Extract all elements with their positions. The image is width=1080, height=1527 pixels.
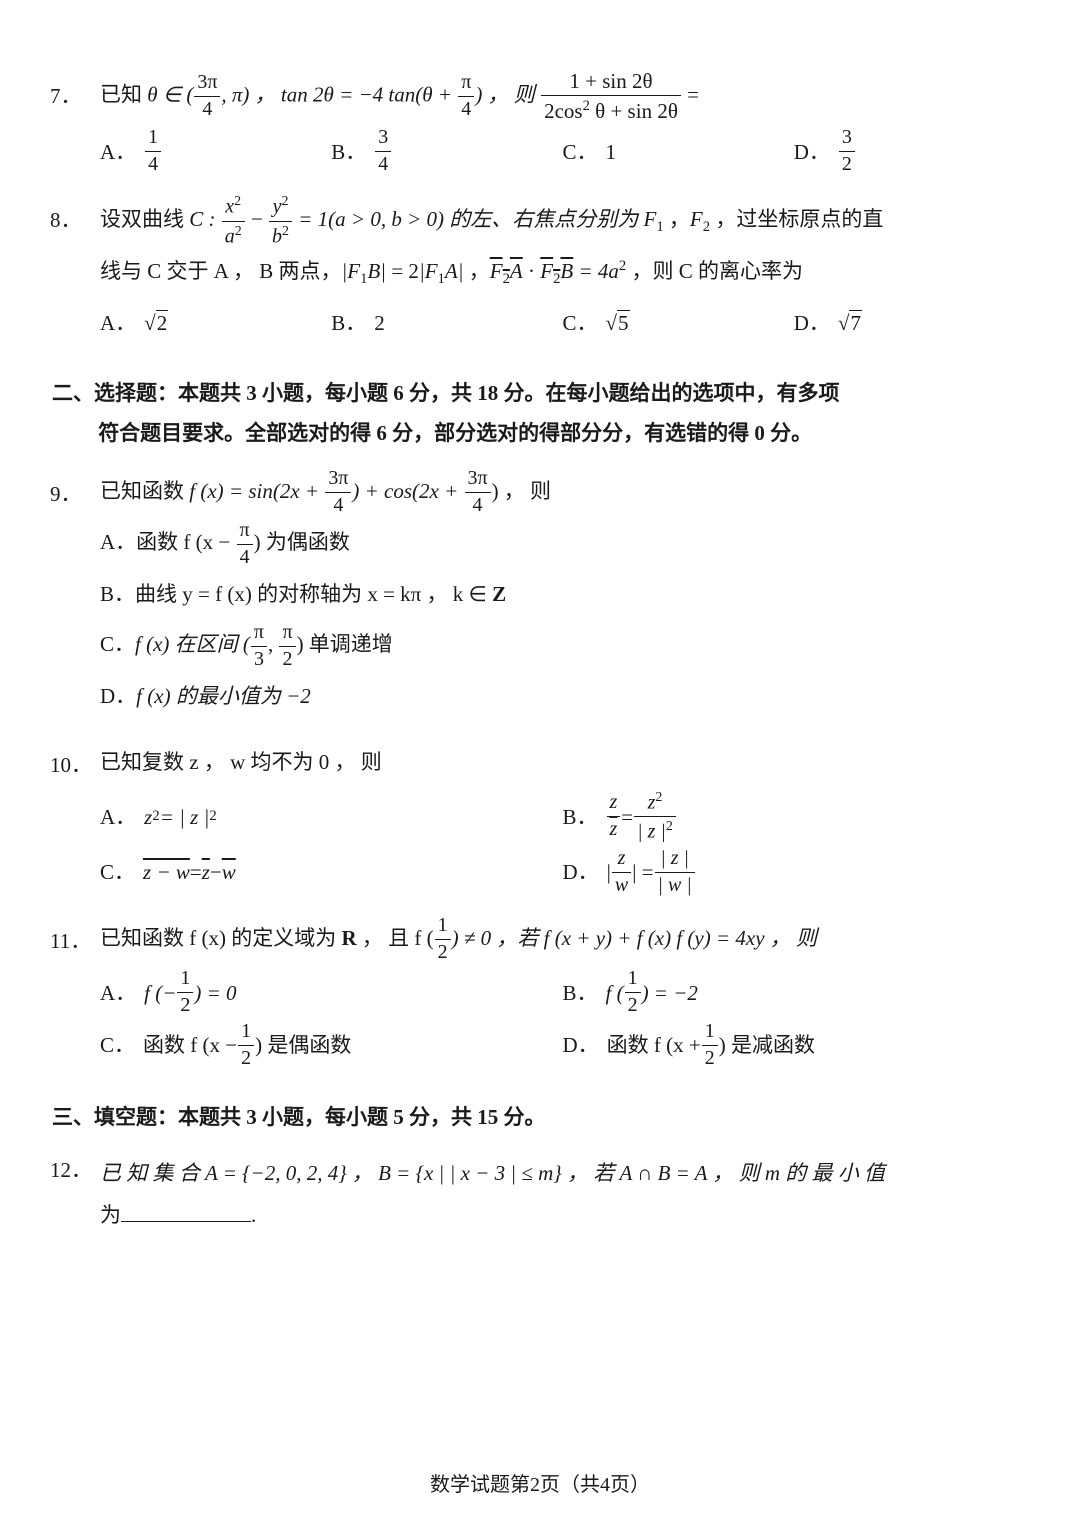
question-number: 12． bbox=[50, 1152, 100, 1184]
choices-row1: A．z2 = | z |2 B．zz = z2| z |2 bbox=[100, 790, 1025, 844]
question-stem: 已 知 集 合 A = {−2, 0, 2, 4} ， B = {x | | x… bbox=[100, 1152, 1025, 1194]
question-stem-line2: 线与 C 交于 A ， B 两点，|F1B| = 2|F1A| ，F2A · F… bbox=[100, 248, 1025, 296]
question-12: 12． 已 知 集 合 A = {−2, 0, 2, 4} ， B = {x |… bbox=[50, 1152, 1025, 1236]
choice-b: B．f (12) = −2 bbox=[563, 968, 1026, 1017]
choices-row1: A．f (−12) = 0 B．f (12) = −2 bbox=[100, 968, 1025, 1017]
choice-b: B．2 bbox=[331, 300, 562, 346]
fill-blank bbox=[121, 1201, 251, 1222]
choice-c: C．函数 f (x − 12) 是偶函数 bbox=[100, 1021, 563, 1070]
choice-c: C．1 bbox=[563, 127, 794, 176]
question-stem: 已知函数 f (x) = sin(2x + 3π4) + cos(2x + 3π… bbox=[100, 468, 1025, 518]
choices-row2: C．z − w = z − w D．| zw | = | z || w | bbox=[100, 848, 1025, 897]
question-number: 10． bbox=[50, 739, 100, 779]
choice-c: C．z − w = z − w bbox=[100, 848, 563, 897]
question-8: 8． 设双曲线 C : x2a2 − y2b2 = 1(a > 0, b > 0… bbox=[50, 194, 1025, 346]
question-number: 9． bbox=[50, 468, 100, 508]
choice-a: A．14 bbox=[100, 127, 331, 176]
choice-c: C．5 bbox=[563, 300, 794, 346]
section-3-heading: 三、填空题：本题共 3 小题，每小题 5 分，共 15 分。 bbox=[50, 1098, 1025, 1138]
choice-b: B．34 bbox=[331, 127, 562, 176]
choice-a: A．f (−12) = 0 bbox=[100, 968, 563, 1017]
section-2-heading: 二、选择题：本题共 3 小题，每小题 6 分，共 18 分。在每小题给出的选项中… bbox=[50, 374, 1025, 454]
choice-d: D．| zw | = | z || w | bbox=[563, 848, 1026, 897]
choice-d: D．f (x) 的最小值为 −2 bbox=[100, 671, 1025, 721]
choice-d: D．7 bbox=[794, 300, 1025, 346]
choices-row2: C．函数 f (x − 12) 是偶函数 D．函数 f (x + 12) 是减函… bbox=[100, 1021, 1025, 1070]
choice-b: B．zz = z2| z |2 bbox=[563, 790, 1026, 844]
question-number: 7． bbox=[50, 70, 100, 110]
choice-d: D．32 bbox=[794, 127, 1025, 176]
question-stem-line2: 为. bbox=[100, 1194, 1025, 1236]
choice-b: B．曲线 y = f (x) 的对称轴为 x = kπ ， k ∈ Z bbox=[100, 569, 1025, 619]
question-stem: 设双曲线 C : x2a2 − y2b2 = 1(a > 0, b > 0) 的… bbox=[100, 194, 1025, 248]
choice-a: A．2 bbox=[100, 300, 331, 346]
question-10: 10． 已知复数 z ， w 均不为 0 ， 则 A．z2 = | z |2 B… bbox=[50, 739, 1025, 896]
question-number: 11． bbox=[50, 915, 100, 955]
page-footer: 数学试题第2页（共4页） bbox=[0, 1468, 1080, 1497]
choices: A．函数 f (x − π4) 为偶函数 B．曲线 y = f (x) 的对称轴… bbox=[100, 517, 1025, 721]
exam-page: 7． 已知 θ ∈ (3π4, π) ， tan 2θ = −4 tan(θ +… bbox=[0, 0, 1080, 1527]
question-stem: 已知 θ ∈ (3π4, π) ， tan 2θ = −4 tan(θ + π4… bbox=[100, 70, 1025, 123]
choice-a: A．z2 = | z |2 bbox=[100, 790, 563, 844]
choice-a: A．函数 f (x − π4) 为偶函数 bbox=[100, 517, 1025, 569]
choices: A．2 B．2 C．5 D．7 bbox=[100, 300, 1025, 346]
choice-d: D．函数 f (x + 12) 是减函数 bbox=[563, 1021, 1026, 1070]
question-11: 11． 已知函数 f (x) 的定义域为 R ， 且 f (12) ≠ 0 ，若… bbox=[50, 915, 1025, 1070]
choice-c: C．f (x) 在区间 (π3, π2) 单调递增 bbox=[100, 619, 1025, 671]
choices: A．14 B．34 C．1 D．32 bbox=[100, 127, 1025, 176]
question-7: 7． 已知 θ ∈ (3π4, π) ， tan 2θ = −4 tan(θ +… bbox=[50, 70, 1025, 176]
question-stem: 已知复数 z ， w 均不为 0 ， 则 bbox=[100, 739, 1025, 785]
question-number: 8． bbox=[50, 194, 100, 234]
question-9: 9． 已知函数 f (x) = sin(2x + 3π4) + cos(2x +… bbox=[50, 468, 1025, 722]
question-stem: 已知函数 f (x) 的定义域为 R ， 且 f (12) ≠ 0 ，若 f (… bbox=[100, 915, 1025, 965]
